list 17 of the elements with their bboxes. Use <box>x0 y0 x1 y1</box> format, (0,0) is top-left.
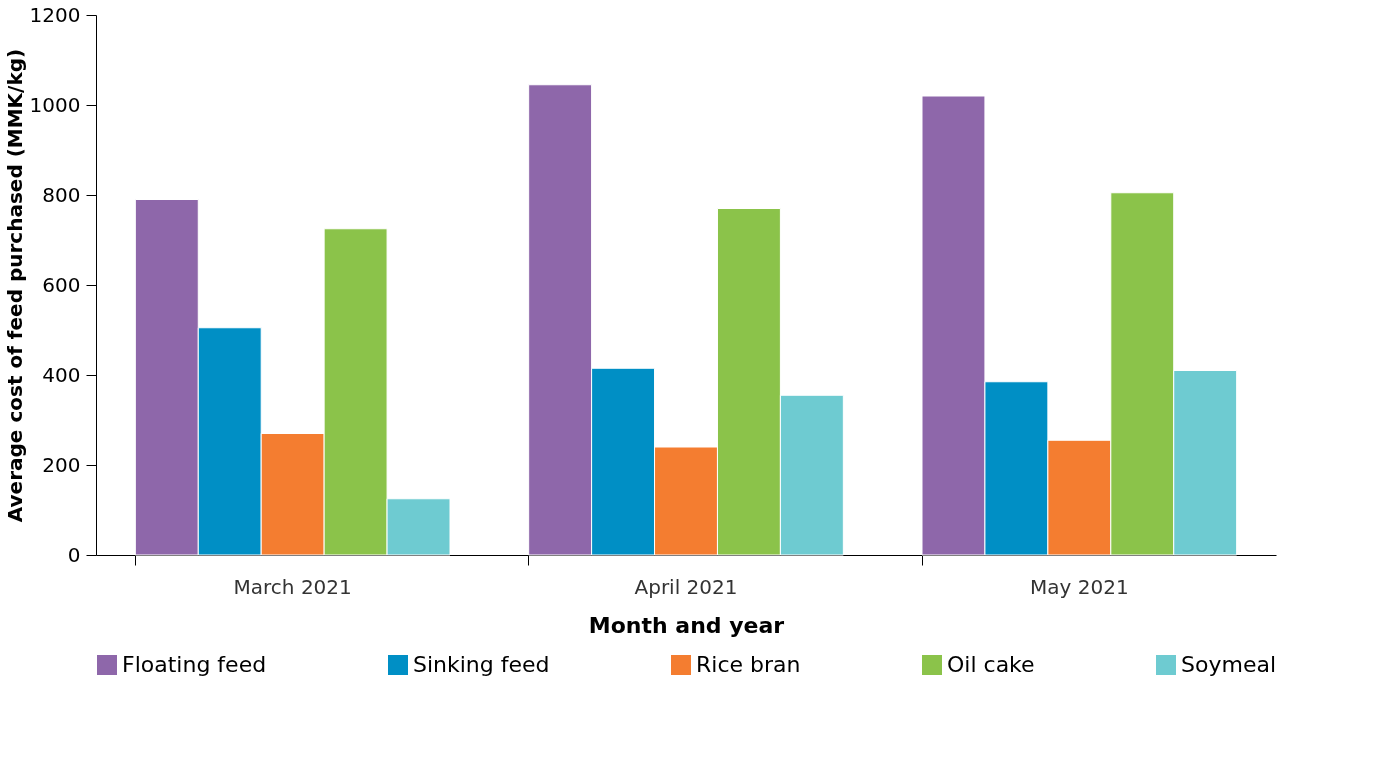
x-tick-label: April 2021 <box>634 574 738 599</box>
y-tick-label: 1000 <box>29 92 81 117</box>
y-axis-title: Average cost of feed purchased (MMK/kg) <box>2 48 27 523</box>
y-tick-label: 200 <box>42 452 81 477</box>
y-tick-label: 400 <box>42 362 81 387</box>
y-tick-label: 600 <box>42 272 81 297</box>
x-tick-label: March 2021 <box>233 574 352 599</box>
legend-label: Sinking feed <box>413 652 550 677</box>
x-tick-label: May 2021 <box>1030 574 1129 599</box>
legend-label: Soymeal <box>1181 652 1277 677</box>
legend-label: Rice bran <box>696 652 801 677</box>
x-axis-title: Month and year <box>588 612 785 638</box>
legend-label: Floating feed <box>122 652 267 677</box>
y-tick-label: 1200 <box>29 2 81 27</box>
y-tick-label: 800 <box>42 182 81 207</box>
legend-label: Oil cake <box>947 652 1035 677</box>
y-tick-label: 0 <box>67 542 81 567</box>
